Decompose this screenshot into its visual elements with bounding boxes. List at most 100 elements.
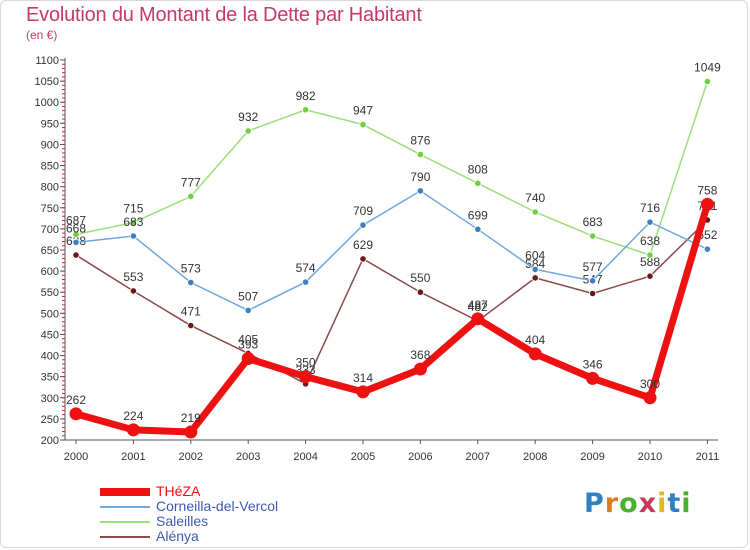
data-label: 687 [66, 213, 86, 227]
data-point [301, 106, 310, 114]
logo-letter: P [584, 488, 605, 519]
data-point [531, 208, 539, 216]
data-label: 932 [238, 110, 258, 124]
series-line [75, 190, 708, 312]
x-tick-label: 2009 [580, 451, 604, 463]
legend-swatch [100, 506, 150, 508]
y-tick-label: 450 [41, 329, 59, 341]
data-label: 740 [525, 191, 545, 205]
data-point [586, 371, 600, 385]
data-point [241, 352, 255, 366]
data-point [413, 362, 427, 376]
data-label: 262 [66, 393, 86, 407]
x-tick-label: 2002 [179, 451, 203, 463]
data-point [588, 232, 597, 240]
data-point [129, 218, 137, 227]
data-label: 553 [123, 270, 143, 284]
data-label: 709 [353, 204, 373, 218]
y-tick-label: 250 [41, 414, 59, 426]
data-label: 604 [525, 248, 545, 262]
legend-label: Alénya [156, 528, 199, 544]
x-tick-label: 2007 [466, 451, 490, 463]
x-tick-label: 2011 [696, 451, 720, 463]
logo-letter: r [604, 488, 620, 519]
data-point [359, 221, 367, 229]
data-point [416, 288, 424, 296]
legend-swatch [100, 536, 150, 538]
data-point [244, 306, 252, 314]
data-label: 790 [410, 170, 430, 184]
data-point [184, 425, 198, 439]
logo-letter: i [657, 488, 668, 519]
data-point [700, 197, 714, 211]
y-tick-label: 400 [41, 351, 59, 363]
data-label: 588 [640, 255, 660, 269]
data-label: 577 [583, 260, 603, 274]
data-label: 758 [697, 183, 717, 197]
data-label: 368 [410, 348, 430, 362]
x-tick-label: 2001 [121, 451, 145, 463]
series-line [75, 81, 709, 257]
data-label: 777 [181, 175, 201, 189]
y-tick-label: 750 [41, 203, 59, 215]
data-point [528, 347, 542, 361]
legend-label: Corneilla-del-Vercol [156, 498, 279, 514]
y-tick-label: 800 [41, 182, 59, 194]
data-point [129, 232, 137, 240]
proxiti-logo: Proxiti [584, 488, 692, 519]
data-point [72, 230, 80, 238]
data-label: 947 [353, 104, 373, 118]
data-point [359, 255, 367, 263]
data-label: 629 [353, 238, 373, 252]
legend-label: Saleilles [156, 513, 209, 529]
data-point [588, 289, 597, 298]
data-point [126, 423, 140, 437]
legend-swatch [100, 488, 150, 496]
data-point [531, 265, 539, 274]
data-label: 471 [181, 305, 201, 319]
data-point [356, 385, 370, 399]
data-label: 346 [583, 357, 603, 371]
x-tick-label: 2000 [64, 451, 88, 463]
data-label: 574 [296, 261, 316, 275]
data-label: 808 [468, 162, 488, 176]
y-tick-label: 650 [41, 245, 59, 257]
data-label: 405 [238, 332, 258, 346]
data-label: 573 [181, 262, 201, 276]
x-tick-label: 2003 [236, 451, 260, 463]
data-point [703, 245, 712, 253]
y-tick-label: 850 [41, 161, 59, 173]
data-label: 1049 [694, 61, 721, 75]
data-label: 393 [238, 338, 258, 352]
chart-title: Evolution du Montant de la Dette par Hab… [26, 4, 422, 26]
y-tick-label: 1000 [35, 97, 59, 109]
y-tick-label: 600 [41, 266, 59, 278]
data-label: 224 [123, 409, 143, 423]
y-tick-label: 1050 [35, 76, 59, 88]
data-label: 683 [123, 215, 143, 229]
data-point [416, 187, 424, 195]
data-point [471, 312, 485, 326]
data-point [301, 278, 310, 286]
data-point [187, 278, 195, 287]
data-label: 487 [468, 298, 488, 312]
data-point [187, 321, 195, 330]
y-tick-label: 550 [41, 287, 59, 299]
data-point [72, 251, 80, 259]
logo-letter: t [667, 488, 682, 519]
data-point [416, 150, 424, 159]
data-point [244, 127, 252, 135]
y-tick-label: 300 [41, 393, 59, 405]
logo-letter: x [638, 488, 658, 519]
data-label: 584 [525, 257, 545, 271]
legend-label: THéZA [156, 483, 201, 499]
data-point [474, 179, 482, 187]
data-label: 668 [66, 221, 86, 235]
series-line [72, 200, 711, 436]
data-point [646, 218, 654, 226]
data-point [646, 272, 654, 280]
data-point [703, 77, 712, 86]
x-tick-label: 2010 [638, 451, 662, 463]
